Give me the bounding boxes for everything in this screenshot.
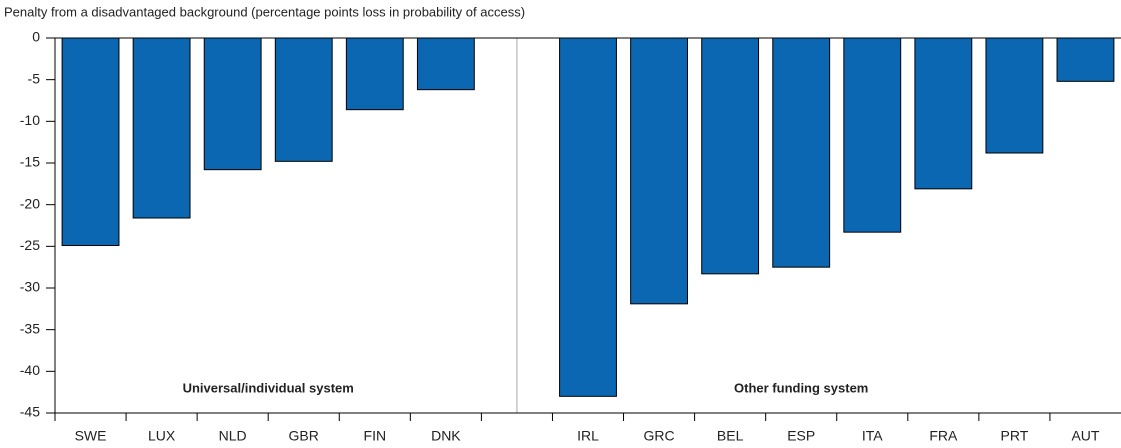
x-tick-label: LUX xyxy=(148,428,176,444)
x-tick-label: NLD xyxy=(219,428,247,444)
y-tick-label: -30 xyxy=(20,279,40,295)
x-tick-label: ESP xyxy=(787,428,815,444)
bar xyxy=(772,37,831,268)
y-tick-label: -5 xyxy=(28,70,41,86)
x-tick-label: GRC xyxy=(644,428,675,444)
y-tick-label: -35 xyxy=(20,320,40,336)
bar xyxy=(701,37,760,275)
x-tick-label: BEL xyxy=(717,428,744,444)
x-tick-label: IRL xyxy=(577,428,599,444)
y-tick-label: -40 xyxy=(20,362,40,378)
bar xyxy=(132,37,191,219)
y-tick-label: -25 xyxy=(20,237,40,253)
bar xyxy=(559,37,617,397)
x-tick-label: FRA xyxy=(929,428,958,444)
bar xyxy=(203,37,262,171)
bar xyxy=(345,37,404,111)
bar xyxy=(61,37,120,246)
y-tick-label: 0 xyxy=(32,29,40,45)
bar xyxy=(914,37,973,190)
x-tick-label: GBR xyxy=(289,428,319,444)
bar xyxy=(274,37,333,162)
group-label: Other funding system xyxy=(734,380,868,395)
y-tick-label: -15 xyxy=(20,154,40,170)
group-label: Universal/individual system xyxy=(183,380,354,395)
x-tick-label: FIN xyxy=(364,428,387,444)
bar xyxy=(985,37,1044,154)
bar xyxy=(843,37,902,233)
x-tick-label: ITA xyxy=(862,428,883,444)
y-tick-label: -10 xyxy=(20,112,40,128)
bar xyxy=(630,37,688,305)
bar xyxy=(1056,37,1115,82)
y-tick-label: -20 xyxy=(20,195,40,211)
x-tick-label: SWE xyxy=(75,428,107,444)
x-tick-label: DNK xyxy=(431,428,461,444)
y-tick-label: -45 xyxy=(20,404,40,420)
chart-title: Penalty from a disadvantaged background … xyxy=(4,4,525,19)
x-tick-label: PRT xyxy=(1001,428,1029,444)
x-tick-label: AUT xyxy=(1071,428,1099,444)
bar xyxy=(416,37,475,91)
